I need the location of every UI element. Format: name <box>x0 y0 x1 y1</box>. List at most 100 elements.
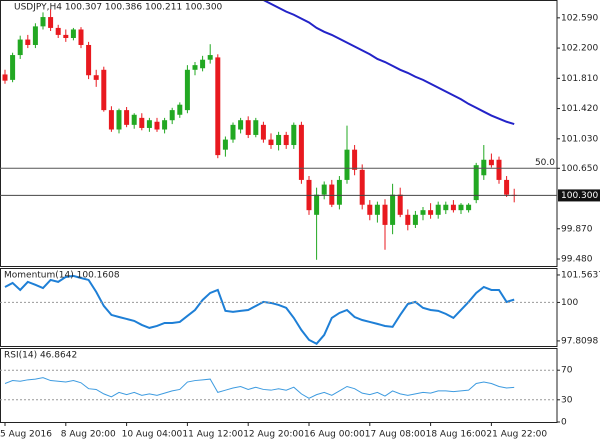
candle-body <box>78 29 84 45</box>
candle-body <box>25 39 31 45</box>
price-label: 100.300 <box>561 191 598 201</box>
candle-body <box>48 17 54 28</box>
candle-body <box>55 27 61 35</box>
candle-body <box>314 194 320 215</box>
candle-body <box>481 159 487 176</box>
candle-body <box>222 139 228 150</box>
candle-body <box>382 204 388 225</box>
candle-body <box>428 210 434 215</box>
indicator-line <box>4 377 515 399</box>
panel <box>2 0 517 260</box>
y-tick-label: 97.8098 <box>561 336 598 346</box>
candle-body <box>488 159 494 166</box>
moving-average <box>262 0 515 126</box>
candle-body <box>359 169 365 205</box>
candle-body <box>504 179 510 195</box>
candle-body <box>374 204 380 215</box>
candle-body <box>2 74 8 81</box>
y-tick-label: 101.5637 <box>561 270 600 280</box>
panel-title: USDJPY,H4 100.307 100.386 100.211 100.30… <box>14 3 223 13</box>
candle-body <box>496 159 502 180</box>
panel <box>4 274 515 345</box>
candle-body <box>230 124 236 140</box>
x-tick-label: 11 Aug 12:00 <box>182 430 243 440</box>
candle-body <box>200 59 206 69</box>
candle-body <box>40 17 46 27</box>
level-label: 50.0 <box>535 158 555 168</box>
indicator-line <box>4 274 515 345</box>
candle-body <box>32 26 38 45</box>
y-tick-label: 70 <box>561 366 573 376</box>
candle-body <box>108 110 114 130</box>
candle-body <box>253 120 259 135</box>
candle-body <box>169 110 175 121</box>
candle-body <box>124 110 130 125</box>
candle-body <box>367 204 373 215</box>
candle-body <box>184 69 190 111</box>
x-tick-label: 8 Aug 20:00 <box>61 430 116 440</box>
x-tick-label: 16 Aug 00:00 <box>304 430 365 440</box>
candle-body <box>177 104 183 115</box>
candle-body <box>93 75 99 80</box>
candle-body <box>207 55 213 60</box>
candle-body <box>86 44 92 76</box>
candle-body <box>397 194 403 215</box>
candle-body <box>101 69 107 111</box>
candle-body <box>245 120 251 135</box>
candle-body <box>298 124 304 180</box>
y-tick-label: 101.420 <box>561 104 598 114</box>
candle-body <box>321 184 327 195</box>
candle-body <box>435 204 441 215</box>
price-box <box>558 189 600 202</box>
y-tick-label: 99.870 <box>561 224 593 234</box>
candle-body <box>473 165 479 201</box>
y-tick-label: 100.650 <box>561 164 598 174</box>
x-tick-label: 5 Aug 2016 <box>0 430 52 440</box>
x-tick-label: 12 Aug 20:00 <box>243 430 304 440</box>
candle-body <box>17 39 23 56</box>
candle-body <box>192 65 198 70</box>
candle-body <box>458 204 464 211</box>
candle-body <box>450 204 456 211</box>
candle-body <box>405 214 411 225</box>
candle-body <box>420 210 426 215</box>
candle-body <box>146 120 152 128</box>
candle-body <box>268 139 274 146</box>
candle-body <box>162 120 168 130</box>
candle-body <box>336 179 342 205</box>
x-tick-label: 21 Aug 22:00 <box>486 430 547 440</box>
y-tick-label: 101.030 <box>561 134 598 144</box>
candle-body <box>116 110 122 130</box>
candle-body <box>390 194 396 225</box>
y-tick-label: 102.200 <box>561 44 598 54</box>
candle-body <box>283 134 289 146</box>
candle-body <box>139 117 145 128</box>
candle-body <box>344 149 350 180</box>
candle-body <box>70 29 76 38</box>
panel-title: RSI(14) 46.8642 <box>4 351 77 361</box>
candle-body <box>291 124 297 146</box>
panel-frame <box>0 268 558 347</box>
x-tick-label: 10 Aug 04:00 <box>122 430 183 440</box>
panel-title: Momentum(14) 100.1608 <box>4 271 120 281</box>
panel <box>4 377 515 399</box>
candle-body <box>329 184 335 205</box>
candle-body <box>63 34 69 38</box>
panel-frame <box>0 0 558 267</box>
candle-body <box>238 120 244 130</box>
x-tick-label: 18 Aug 16:00 <box>426 430 487 440</box>
candle-body <box>131 114 137 125</box>
y-tick-label: 0 <box>561 418 567 428</box>
candle-body <box>443 204 449 211</box>
y-tick-label: 99.480 <box>561 255 593 265</box>
candle-body <box>412 214 418 225</box>
y-tick-label: 101.810 <box>561 74 598 84</box>
candle-body <box>10 55 16 80</box>
candle-body <box>154 121 160 130</box>
y-tick-label: 30 <box>561 395 573 405</box>
candle-body <box>352 149 358 170</box>
candle-body <box>215 57 221 156</box>
y-tick-label: 102.590 <box>561 13 598 23</box>
x-tick-label: 17 Aug 08:00 <box>365 430 426 440</box>
